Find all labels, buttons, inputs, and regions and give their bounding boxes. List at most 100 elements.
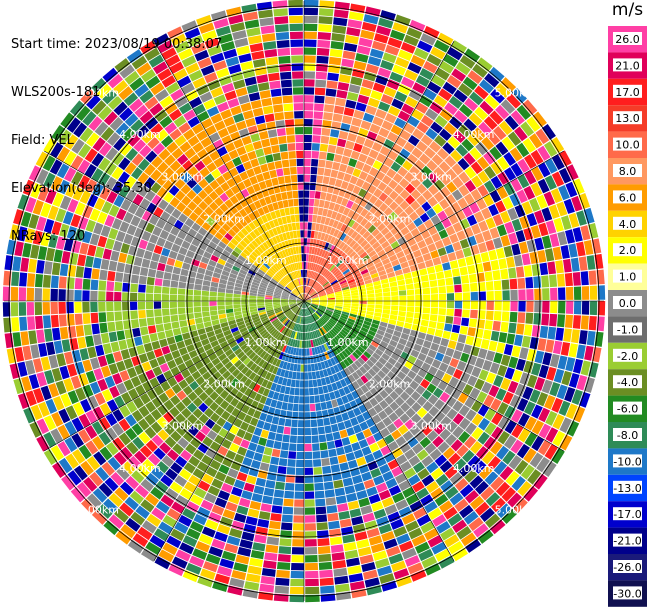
range-gate [406, 222, 417, 232]
range-gate [118, 339, 128, 351]
range-gate [66, 117, 81, 133]
range-gate [296, 324, 300, 332]
range-gate [437, 210, 448, 221]
range-gate [513, 126, 528, 142]
range-gate [354, 275, 363, 281]
range-gate [388, 553, 404, 565]
range-gate [434, 548, 451, 562]
range-gate [461, 317, 470, 327]
range-gate [580, 225, 591, 241]
range-gate [314, 312, 321, 319]
range-gate [30, 344, 40, 359]
range-gate [119, 221, 130, 233]
range-gate [133, 256, 143, 267]
range-gate [417, 468, 430, 480]
range-gate [219, 341, 229, 349]
range-gate [293, 306, 299, 313]
range-gate [490, 330, 500, 342]
range-gate [386, 131, 399, 143]
range-gate [502, 301, 510, 311]
range-gate [332, 283, 340, 288]
range-gate [529, 133, 543, 149]
range-gate [218, 241, 227, 250]
range-gate [332, 327, 339, 335]
range-gate [355, 368, 364, 378]
range-gate [314, 273, 320, 281]
range-gate [211, 423, 222, 434]
range-gate [257, 256, 265, 264]
range-gate [274, 112, 285, 121]
range-gate [469, 147, 482, 161]
range-gate [230, 397, 240, 407]
range-gate [272, 152, 282, 162]
range-gate [299, 286, 302, 294]
range-gate [43, 218, 55, 234]
range-gate [98, 280, 107, 291]
range-gate [209, 301, 217, 306]
range-gate [352, 269, 360, 276]
range-gate [470, 346, 480, 357]
range-gate [538, 423, 552, 439]
range-gate [291, 355, 296, 364]
range-gate [283, 289, 291, 294]
range-gate [395, 436, 407, 447]
range-gate [182, 206, 193, 217]
range-gate [318, 224, 325, 232]
range-gate [159, 229, 170, 240]
range-gate [310, 355, 314, 364]
range-gate [296, 459, 304, 468]
range-gate [314, 95, 325, 104]
range-gate [271, 144, 280, 154]
range-gate [233, 512, 247, 523]
range-gate [174, 134, 187, 147]
range-gate [295, 222, 300, 230]
range-gate [358, 153, 368, 163]
range-gate [464, 180, 477, 193]
range-gate [297, 301, 304, 303]
range-ring-label: 3.00km [162, 171, 204, 184]
range-gate [181, 55, 197, 68]
range-gate [317, 320, 323, 327]
range-gate [354, 360, 362, 369]
range-gate [312, 379, 318, 388]
range-gate [66, 289, 74, 301]
range-gate [355, 335, 364, 343]
range-gate [113, 351, 123, 363]
range-gate [326, 209, 333, 218]
range-gate [329, 349, 336, 357]
range-gate [64, 421, 77, 436]
range-gate [311, 271, 315, 279]
range-gate [477, 242, 488, 253]
range-gate [279, 269, 286, 277]
range-gate [373, 508, 387, 520]
range-gate [94, 121, 109, 136]
range-gate [212, 323, 221, 331]
range-gate [412, 461, 425, 474]
range-gate [257, 291, 266, 295]
range-gate [271, 505, 283, 514]
range-gate [377, 67, 392, 79]
range-gate [131, 167, 143, 180]
range-gate [487, 456, 502, 470]
range-gate [489, 441, 503, 455]
range-gate [451, 40, 467, 54]
range-gate [321, 268, 327, 276]
range-gate [126, 401, 138, 414]
range-gate [366, 585, 382, 596]
range-gate [141, 548, 157, 562]
range-gate [316, 286, 323, 292]
range-gate [341, 197, 349, 207]
range-gate [85, 335, 95, 348]
range-gate [459, 484, 474, 498]
range-gate [269, 267, 276, 275]
range-gate [91, 323, 100, 335]
range-gate [396, 343, 405, 351]
range-gate [578, 193, 591, 209]
range-gate [123, 358, 134, 370]
range-gate [191, 259, 200, 267]
range-gate [255, 526, 268, 536]
range-gate [372, 276, 380, 283]
range-gate [87, 244, 97, 257]
range-gate [82, 278, 91, 290]
range-gate [214, 531, 228, 543]
